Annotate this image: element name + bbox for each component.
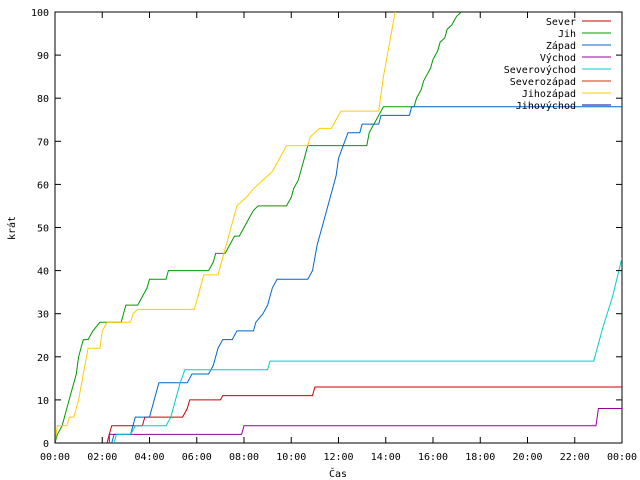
y-tick-label: 20 [37, 353, 49, 364]
series-line-3 [108, 408, 622, 443]
x-tick-label: 10:00 [276, 452, 306, 463]
series-line-1 [55, 12, 462, 443]
series-line-4 [113, 257, 622, 443]
legend-label: Severozápad [510, 76, 576, 88]
x-tick-label: 20:00 [512, 452, 542, 463]
x-tick-label: 00:00 [40, 452, 70, 463]
y-tick-label: 80 [37, 94, 49, 105]
y-tick-label: 70 [37, 137, 49, 148]
x-tick-label: 12:00 [323, 452, 353, 463]
y-tick-label: 40 [37, 267, 49, 278]
x-tick-label: 16:00 [418, 452, 448, 463]
legend-label: Jih [558, 29, 576, 40]
x-tick-label: 22:00 [560, 452, 590, 463]
y-tick-label: 50 [37, 224, 49, 235]
series-line-0 [106, 386, 622, 443]
series-layer [55, 12, 622, 443]
legend: SeverJihZápadVýchodSeverovýchodSeverozáp… [504, 17, 611, 112]
y-tick-label: 30 [37, 310, 49, 321]
legend-label: Západ [546, 40, 576, 52]
x-tick-label: 08:00 [229, 452, 259, 463]
series-line-6 [55, 12, 396, 443]
x-tick-label: 18:00 [465, 452, 495, 463]
y-tick-label: 0 [43, 439, 49, 450]
x-tick-label: 04:00 [134, 452, 164, 463]
y-tick-label: 90 [37, 51, 49, 62]
x-tick-label: 02:00 [87, 452, 117, 463]
legend-label: Jihozápad [522, 88, 576, 100]
y-tick-label: 60 [37, 180, 49, 191]
y-tick-label: 10 [37, 396, 49, 407]
legend-label: Východ [540, 52, 576, 64]
ticks-layer: 0 10 20 30 40 50 60 70 80 90 100 00:00 02:00 04:00 06:… [31, 8, 637, 463]
x-axis-label: Čas [329, 467, 347, 480]
legend-label: Jihovýchod [516, 100, 576, 112]
x-tick-label: 14:00 [371, 452, 401, 463]
y-axis-label: krát [6, 216, 18, 240]
series-line-2 [111, 106, 622, 443]
x-tick-label: 06:00 [182, 452, 212, 463]
legend-label: Severovýchod [504, 64, 576, 76]
x-tick-label: 00:00 [607, 452, 637, 463]
legend-label: Sever [546, 17, 576, 28]
y-tick-label: 100 [31, 8, 49, 19]
